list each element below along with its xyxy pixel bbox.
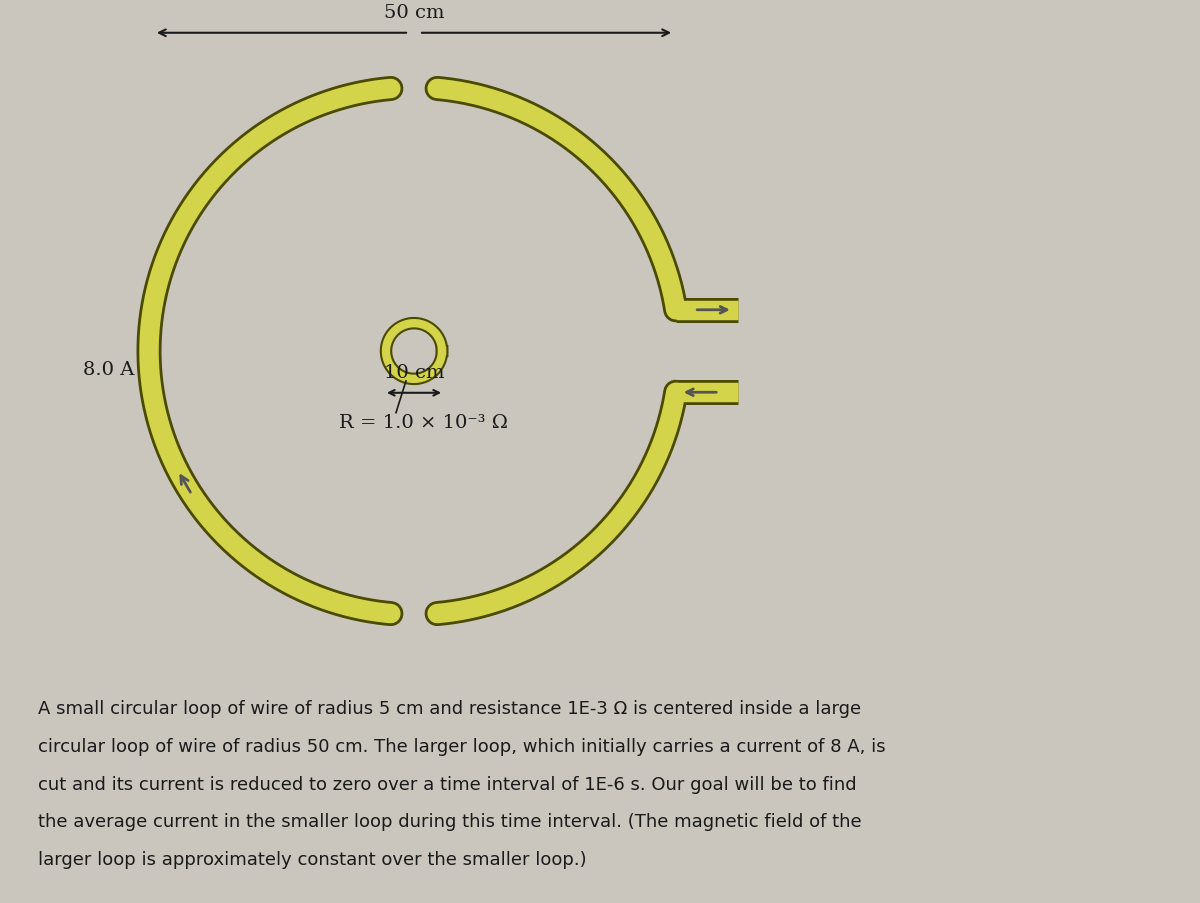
Text: A small circular loop of wire of radius 5 cm and resistance 1E-3 Ω is centered i: A small circular loop of wire of radius …: [38, 699, 862, 717]
Text: 50 cm: 50 cm: [384, 4, 444, 22]
Text: R = 1.0 × 10⁻³ Ω: R = 1.0 × 10⁻³ Ω: [340, 414, 509, 432]
Text: circular loop of wire of radius 50 cm. The larger loop, which initially carries : circular loop of wire of radius 50 cm. T…: [38, 737, 886, 755]
Text: larger loop is approximately constant over the smaller loop.): larger loop is approximately constant ov…: [38, 851, 587, 869]
Text: the average current in the smaller loop during this time interval. (The magnetic: the average current in the smaller loop …: [38, 813, 862, 831]
Text: cut and its current is reduced to zero over a time interval of 1E-6 s. Our goal : cut and its current is reduced to zero o…: [38, 775, 857, 793]
Text: 8.0 A: 8.0 A: [83, 360, 134, 378]
Text: 10 cm: 10 cm: [384, 363, 444, 381]
